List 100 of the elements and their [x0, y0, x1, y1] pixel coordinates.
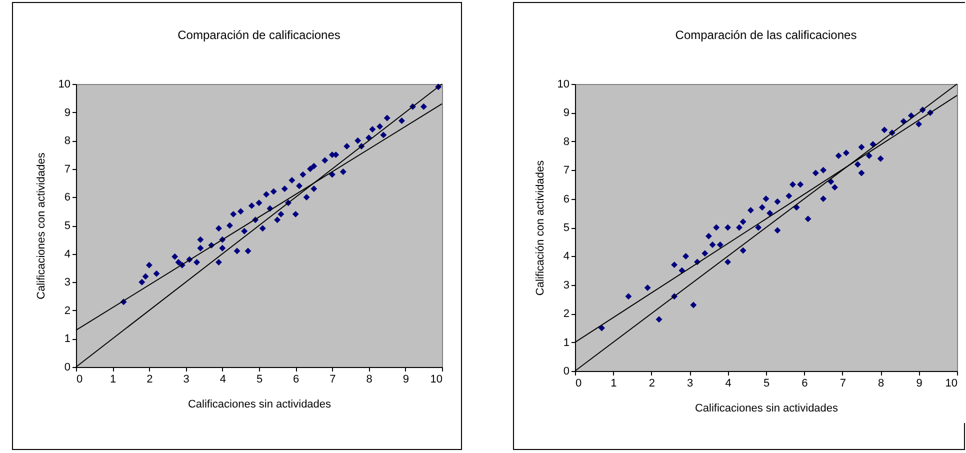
x-tick-label: 1	[110, 374, 116, 386]
point	[310, 185, 318, 192]
point	[398, 118, 405, 124]
y-tick-label: 5	[64, 220, 70, 232]
x-tick-label: 8	[878, 378, 884, 390]
point	[256, 200, 262, 206]
y-tick-label: 9	[563, 107, 570, 120]
point	[797, 181, 804, 188]
y-tick-label: 0	[563, 366, 570, 378]
point	[340, 168, 346, 175]
point	[216, 259, 222, 266]
point	[842, 150, 850, 156]
point	[766, 210, 774, 216]
x-tick-label: 3	[183, 374, 190, 386]
point	[790, 181, 796, 188]
y-tick-label: 6	[64, 192, 70, 204]
point	[832, 184, 838, 191]
point	[303, 194, 310, 200]
x-tick-label: 4	[220, 374, 226, 386]
y-tick-label: 7	[64, 163, 70, 176]
point	[870, 141, 876, 148]
y-tick-label: 1	[563, 336, 570, 349]
x-tick-label: 1	[610, 378, 617, 390]
point	[854, 161, 861, 168]
y-tick-label: 4	[64, 248, 70, 260]
point	[310, 162, 318, 170]
y-axis-title: Calificación con actividades	[534, 160, 546, 296]
point	[146, 262, 152, 268]
point	[197, 236, 204, 243]
point	[278, 210, 284, 218]
point	[671, 262, 678, 268]
x-tick-label: 0	[76, 374, 83, 386]
point	[420, 103, 427, 110]
point	[230, 210, 237, 218]
y-tick-label: 8	[64, 135, 70, 148]
y-tick-label: 8	[563, 136, 570, 148]
point	[804, 216, 812, 222]
point	[598, 324, 605, 332]
point	[858, 170, 865, 176]
y-tick-label: 3	[563, 279, 570, 292]
point	[296, 182, 302, 190]
y-tick-label: 7	[563, 164, 570, 177]
point	[153, 270, 160, 277]
point	[376, 123, 384, 130]
y-tick-label: 1	[64, 333, 70, 346]
y-tick-label: 4	[563, 250, 570, 263]
point	[274, 216, 281, 224]
point	[747, 207, 754, 214]
point	[322, 157, 328, 164]
point	[820, 196, 827, 202]
point	[755, 224, 762, 231]
point	[724, 258, 732, 266]
y-tick-label: 6	[563, 193, 570, 206]
point	[281, 185, 288, 192]
point	[292, 210, 299, 218]
point	[344, 143, 350, 150]
y-tick-label: 5	[563, 222, 570, 234]
point	[682, 252, 690, 260]
x-axis-title: Calificaciones sin actividades	[694, 402, 839, 414]
point	[656, 316, 662, 323]
point	[916, 120, 922, 128]
point	[172, 253, 178, 260]
point	[194, 259, 200, 266]
point	[142, 273, 149, 280]
x-tick-label: 10	[430, 374, 442, 386]
y-tick-label: 2	[563, 308, 570, 320]
x-tick-label: 0	[576, 378, 582, 390]
y-tick-label: 0	[64, 362, 70, 374]
point	[219, 244, 226, 252]
point	[263, 191, 270, 198]
y-axis-title: Calificaciones con actividades	[35, 152, 48, 300]
point	[774, 227, 781, 234]
y-tick-label: 10	[58, 78, 70, 90]
point	[713, 224, 720, 231]
x-tick-label: 9	[916, 378, 922, 390]
point	[369, 126, 376, 133]
point	[354, 137, 362, 144]
point	[197, 244, 204, 252]
point	[384, 114, 390, 122]
point	[300, 171, 306, 178]
point	[702, 250, 708, 257]
point	[786, 192, 792, 200]
x-tick-label: 8	[366, 374, 372, 386]
x-tick-label: 2	[648, 378, 655, 390]
x-tick-label: 7	[330, 374, 336, 386]
point	[705, 232, 712, 240]
point	[625, 293, 632, 300]
point	[241, 228, 248, 234]
point	[877, 155, 884, 162]
x-tick-label: 5	[763, 378, 770, 390]
point	[244, 248, 252, 254]
x-tick-label: 5	[256, 374, 263, 386]
x-tick-label: 6	[293, 374, 300, 386]
point	[716, 241, 724, 248]
point	[259, 225, 266, 232]
x-tick-label: 10	[945, 378, 958, 390]
x-tick-label: 2	[146, 374, 153, 386]
point	[866, 152, 872, 159]
x-tick-label: 6	[802, 378, 808, 390]
point	[270, 188, 277, 195]
